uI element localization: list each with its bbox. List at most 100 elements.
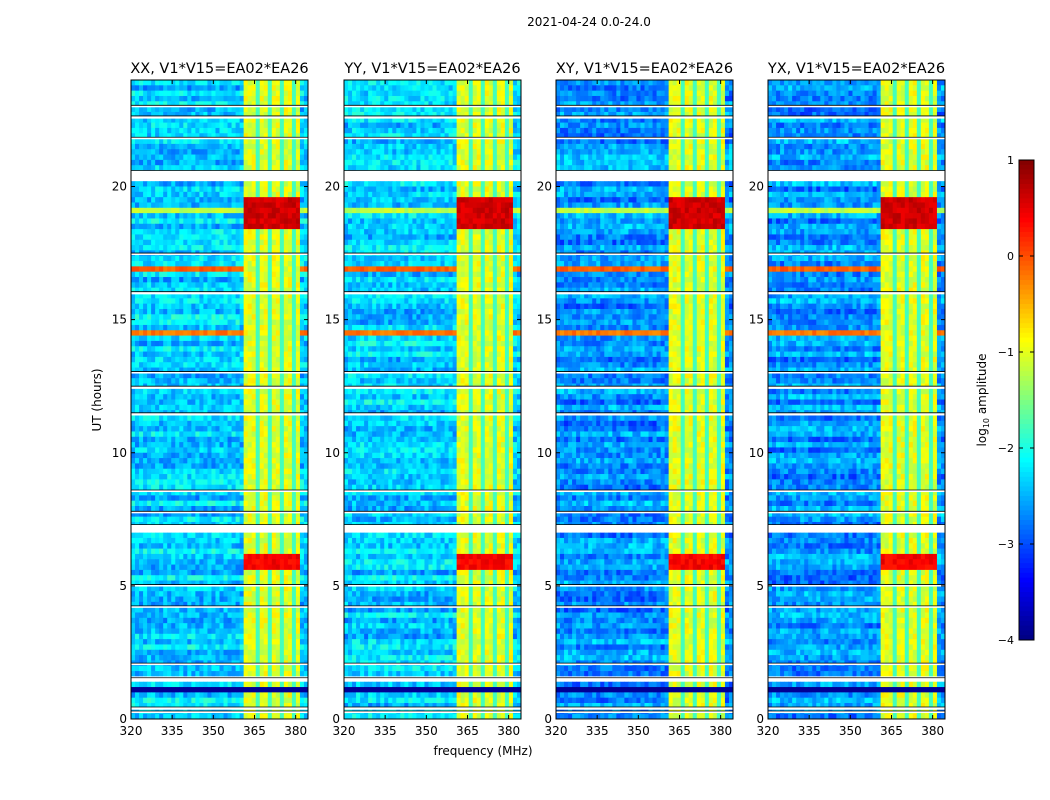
- heatmap-cell: [159, 117, 164, 123]
- heatmap-cell: [167, 122, 172, 129]
- heatmap-cell: [231, 601, 236, 608]
- heatmap-cell: [199, 458, 204, 464]
- heatmap-cell: [223, 436, 228, 443]
- heatmap-cell: [143, 575, 148, 581]
- heatmap-cell: [255, 596, 261, 603]
- heatmap-cell: [151, 303, 156, 310]
- heatmap-cell: [203, 404, 208, 411]
- heatmap-cell: [175, 553, 180, 560]
- heatmap-cell: [251, 420, 257, 427]
- heatmap-cell: [199, 340, 204, 347]
- heatmap-cell: [167, 186, 172, 193]
- heatmap-cell: [131, 442, 136, 448]
- heatmap-cell: [203, 175, 208, 182]
- heatmap-cell: [131, 537, 136, 544]
- heatmap-cell: [255, 511, 261, 518]
- heatmap-cell: [255, 569, 261, 576]
- heatmap-cell: [195, 580, 200, 587]
- heatmap-cell: [295, 277, 301, 283]
- heatmap-cell: [135, 388, 140, 395]
- heatmap-cell: [179, 165, 184, 171]
- heatmap-cell: [215, 218, 220, 225]
- heatmap-cell: [287, 85, 293, 92]
- heatmap-cell: [215, 495, 220, 502]
- heatmap-cell: [167, 133, 172, 139]
- heatmap-cell: [295, 490, 301, 496]
- heatmap-cell: [259, 426, 265, 432]
- heatmap-cell: [143, 175, 148, 182]
- heatmap-cell: [223, 649, 228, 656]
- heatmap-cell: [235, 415, 241, 422]
- heatmap-cell: [279, 644, 285, 651]
- heatmap-cell: [155, 479, 160, 486]
- heatmap-cell: [135, 85, 140, 92]
- heatmap-cell: [223, 143, 228, 150]
- heatmap-cell: [279, 468, 285, 475]
- heatmap-cell: [139, 287, 144, 294]
- heatmap-cell: [287, 319, 293, 326]
- heatmap-cell: [167, 591, 172, 597]
- heatmap-cell: [251, 287, 257, 294]
- heatmap-cell: [143, 356, 148, 363]
- heatmap-cell: [147, 90, 152, 97]
- heatmap-cell: [175, 506, 180, 512]
- heatmap-cell: [179, 681, 184, 688]
- heatmap-cell: [267, 367, 273, 374]
- heatmap-cell: [283, 149, 289, 155]
- heatmap-cell: [283, 298, 289, 305]
- heatmap-cell: [167, 111, 172, 118]
- heatmap-cell: [155, 239, 160, 246]
- heatmap-cell: [175, 218, 180, 225]
- heatmap-cell: [303, 431, 309, 438]
- heatmap-cell: [243, 665, 249, 672]
- heatmap-cell: [167, 463, 172, 470]
- heatmap-cell: [187, 671, 192, 677]
- heatmap-cell: [191, 159, 196, 166]
- heatmap-cell: [303, 474, 309, 480]
- heatmap-cell: [223, 612, 228, 619]
- heatmap-cell: [299, 452, 305, 459]
- heatmap-cell: [179, 394, 184, 400]
- heatmap-cell: [243, 207, 249, 214]
- heatmap-cell: [211, 644, 216, 651]
- heatmap-cell: [135, 111, 140, 118]
- heatmap-cell: [223, 133, 228, 139]
- heatmap-cell: [171, 287, 176, 294]
- heatmap-cell: [155, 111, 160, 118]
- heatmap-cell: [259, 154, 265, 161]
- heatmap-cell: [143, 154, 148, 161]
- heatmap-cell: [159, 362, 164, 368]
- heatmap-cell: [179, 319, 184, 326]
- heatmap-cell: [199, 298, 204, 305]
- heatmap-cell: [163, 346, 168, 352]
- heatmap-cell: [291, 133, 297, 139]
- heatmap-cell: [291, 655, 297, 661]
- heatmap-cell: [263, 330, 269, 336]
- heatmap-cell: [299, 644, 305, 651]
- heatmap-cell: [203, 362, 208, 368]
- heatmap-cell: [239, 202, 245, 209]
- heatmap-cell: [283, 186, 289, 193]
- heatmap-cell: [135, 90, 140, 97]
- heatmap-cell: [279, 117, 285, 123]
- heatmap-cell: [283, 463, 289, 470]
- heatmap-cell: [299, 639, 305, 645]
- heatmap-cell: [199, 474, 204, 480]
- heatmap-cell: [267, 356, 273, 363]
- heatmap-cell: [291, 138, 297, 145]
- heatmap-cell: [283, 532, 289, 539]
- heatmap-cell: [283, 617, 289, 624]
- heatmap-cell: [207, 681, 212, 688]
- heatmap-cell: [259, 261, 265, 267]
- heatmap-cell: [283, 458, 289, 464]
- heatmap-cell: [223, 122, 228, 129]
- heatmap-cell: [207, 548, 212, 555]
- heatmap-cell: [275, 181, 281, 187]
- heatmap-cell: [195, 372, 200, 379]
- heatmap-cell: [151, 537, 156, 544]
- heatmap-cell: [147, 197, 152, 203]
- heatmap-cell: [219, 431, 224, 438]
- heatmap-cell: [239, 181, 245, 187]
- heatmap-cell: [199, 543, 204, 549]
- heatmap-cell: [211, 537, 216, 544]
